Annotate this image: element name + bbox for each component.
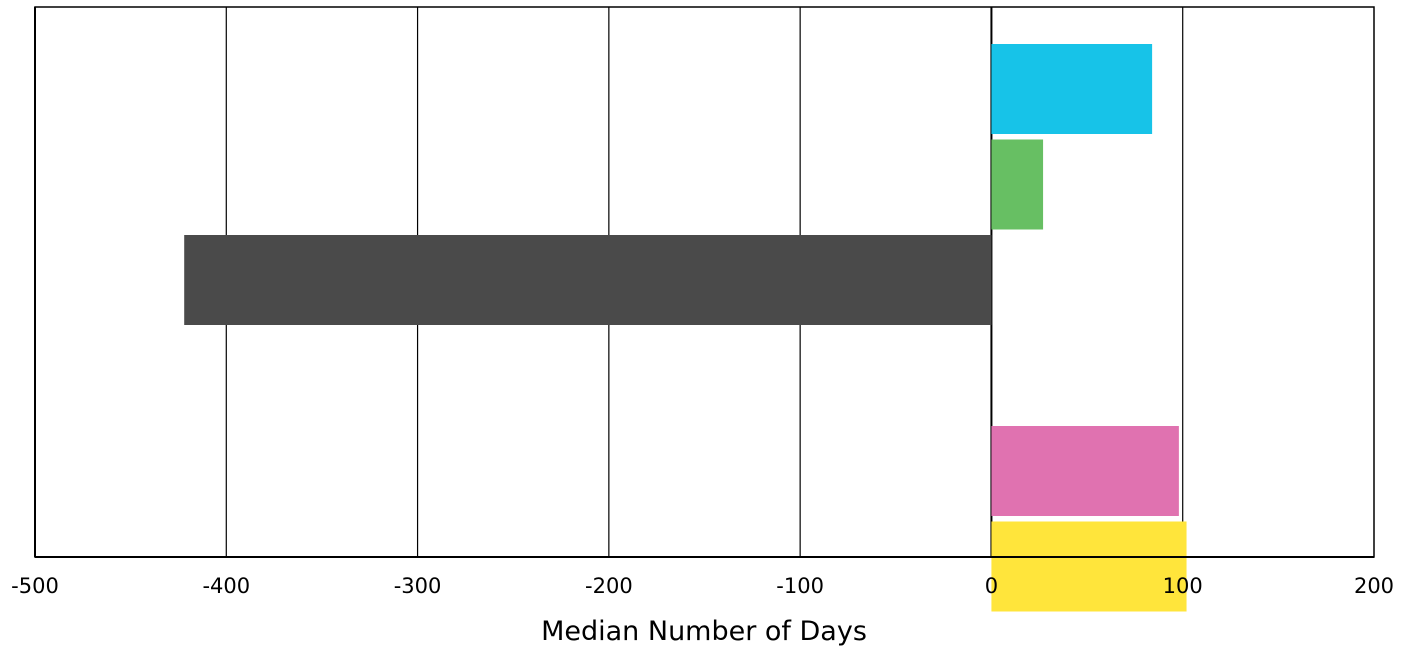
x-tick-label: -500	[11, 574, 59, 598]
x-tick-label: -400	[202, 574, 250, 598]
bar	[991, 140, 1043, 230]
bar	[991, 44, 1152, 134]
x-tick-label: 200	[1354, 574, 1394, 598]
x-tick-label: -200	[585, 574, 633, 598]
bars	[184, 44, 1186, 612]
bar	[991, 426, 1178, 516]
x-axis-title: Median Number of Days	[541, 616, 867, 647]
bar	[991, 522, 1186, 612]
x-tick-label: -300	[394, 574, 442, 598]
x-axis-ticks: -500 -400 -300 -200 -100 0 100 200	[11, 574, 1394, 598]
x-tick-label: 0	[985, 574, 998, 598]
bar	[184, 235, 991, 325]
x-tick-label: 100	[1163, 574, 1203, 598]
x-tick-label: -100	[776, 574, 824, 598]
